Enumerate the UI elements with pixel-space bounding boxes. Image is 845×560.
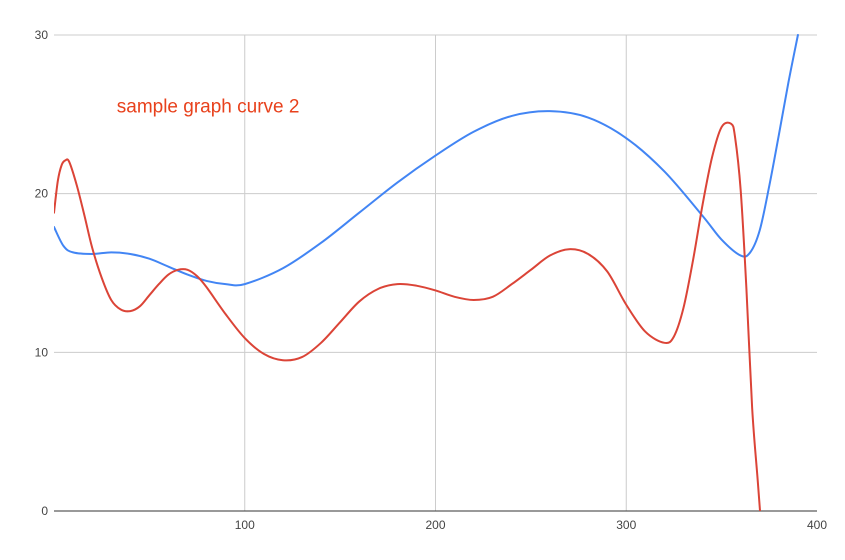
x-tick-label: 400	[807, 518, 827, 532]
y-tick-label: 20	[35, 187, 49, 201]
axes: 0 10 20 30 100 200 300 400	[35, 28, 828, 532]
annotations: sample graph curve 2	[117, 96, 300, 117]
series-line-1	[54, 34, 799, 287]
series-group	[54, 34, 799, 511]
series-line-2	[54, 121, 762, 511]
grid	[54, 34, 817, 511]
x-tick-label: 300	[616, 518, 636, 532]
x-tick-label: 100	[235, 518, 255, 532]
y-tick-label: 0	[41, 504, 48, 518]
y-tick-label: 30	[35, 28, 49, 42]
x-tick-label: 200	[425, 518, 445, 532]
y-tick-label: 10	[35, 345, 49, 359]
chart-annotation: sample graph curve 2	[117, 96, 300, 117]
